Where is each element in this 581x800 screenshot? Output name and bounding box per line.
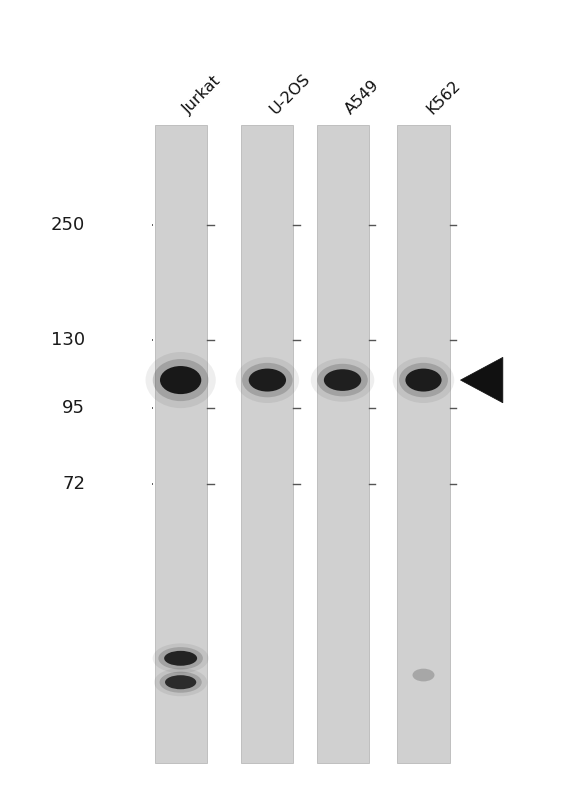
- Polygon shape: [461, 358, 503, 402]
- Text: 250: 250: [51, 216, 85, 234]
- Text: 95: 95: [62, 399, 85, 417]
- Text: Jurkat: Jurkat: [181, 74, 224, 117]
- Ellipse shape: [159, 647, 203, 670]
- Bar: [155, 125, 207, 762]
- Ellipse shape: [164, 651, 197, 666]
- Ellipse shape: [236, 357, 299, 403]
- Ellipse shape: [153, 359, 209, 401]
- Ellipse shape: [165, 675, 196, 690]
- Text: 72: 72: [62, 474, 85, 493]
- Ellipse shape: [413, 669, 435, 682]
- Ellipse shape: [393, 357, 454, 403]
- Ellipse shape: [249, 369, 286, 391]
- Ellipse shape: [317, 364, 368, 396]
- Ellipse shape: [160, 366, 201, 394]
- Ellipse shape: [146, 352, 216, 408]
- Ellipse shape: [242, 363, 293, 398]
- Text: U-2OS: U-2OS: [267, 71, 313, 117]
- Ellipse shape: [311, 358, 374, 402]
- Bar: [397, 125, 450, 762]
- Ellipse shape: [160, 672, 202, 693]
- Ellipse shape: [324, 370, 361, 391]
- Ellipse shape: [406, 369, 442, 391]
- Bar: [317, 125, 368, 762]
- Ellipse shape: [153, 643, 209, 674]
- Text: K562: K562: [424, 78, 463, 117]
- Text: 130: 130: [51, 331, 85, 350]
- Ellipse shape: [399, 363, 448, 398]
- Bar: [241, 125, 293, 762]
- Ellipse shape: [154, 668, 207, 696]
- Text: A549: A549: [343, 77, 382, 117]
